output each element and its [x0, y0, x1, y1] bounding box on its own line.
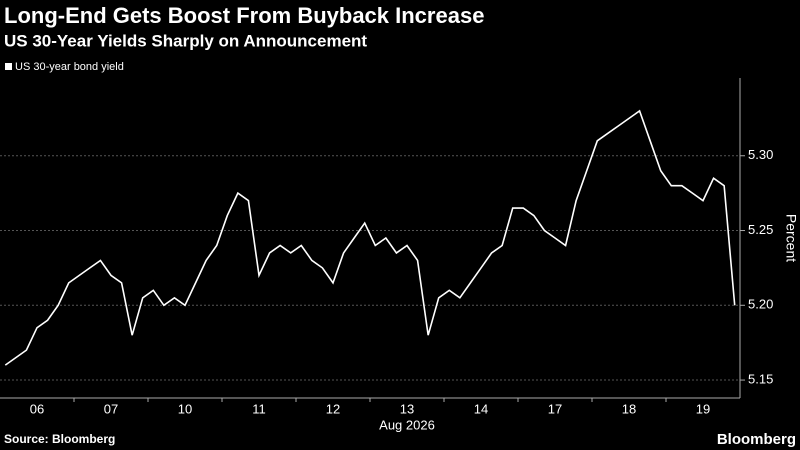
y-axis-label: Percent [783, 214, 799, 262]
x-tick-label: 14 [474, 401, 488, 416]
source: Source: Bloomberg [4, 432, 115, 446]
x-tick-label: 11 [252, 401, 266, 416]
x-tick-label: 10 [178, 401, 192, 416]
y-tick-label: 5.30 [748, 147, 773, 162]
y-tick-label: 5.15 [748, 371, 773, 386]
y-tick-label: 5.25 [748, 222, 773, 237]
x-tick-label: 17 [548, 401, 562, 416]
line [4, 109, 736, 366]
chart-title: Long-End Gets Boost From Buyback Increas… [4, 3, 484, 28]
x-tick-label: 19 [696, 401, 710, 416]
y-tick-label: 5.20 [748, 297, 773, 312]
x-tick-label: 07 [104, 401, 118, 416]
x-tick-label: 06 [30, 401, 44, 416]
logo: Bloomberg [717, 431, 796, 448]
x-tick-label: 12 [326, 401, 340, 416]
x-tick-label: 13 [400, 401, 414, 416]
chart-subtitle: US 30-Year Yields Sharply on Announcemen… [4, 31, 367, 50]
x-tick-label: 18 [622, 401, 636, 416]
legend-swatch [5, 63, 12, 70]
legend-label: US 30-year bond yield [15, 61, 124, 73]
x-axis-label: Aug 2026 [379, 417, 435, 432]
